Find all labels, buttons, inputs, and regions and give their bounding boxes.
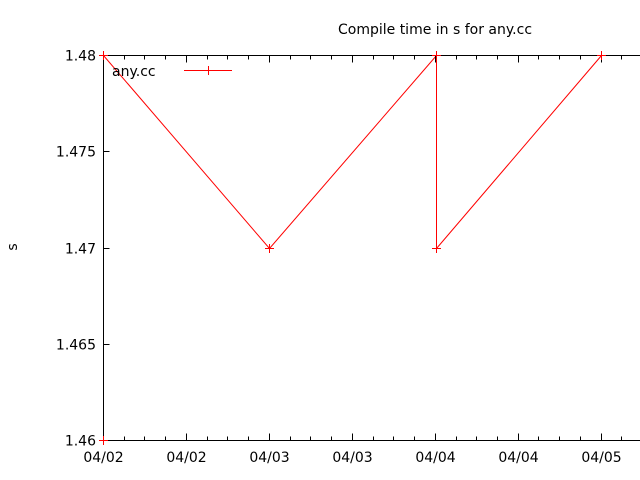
x-tick-label: 04/04 [498,450,538,466]
x-tick-label: 04/05 [581,450,621,466]
y-axis-label: s [5,243,21,250]
series-path [103,54,602,441]
y-axis-ticks [103,55,110,441]
chart-title: Compile time in s for any.cc [338,22,532,38]
data-point-markers [99,51,606,445]
x-tick-label: 04/03 [332,450,372,466]
y-tick-label: 1.47 [65,242,96,258]
plot-border [103,55,640,441]
legend: any.cc [112,64,232,80]
y-tick-label: 1.48 [65,49,96,65]
y-axis-tick-labels: 1.46 1.465 1.47 1.475 1.48 [56,49,96,450]
y-tick-label: 1.475 [56,145,96,161]
x-tick-label: 04/02 [83,450,123,466]
y-tick-label: 1.46 [65,434,96,450]
x-axis-tick-labels: 04/02 04/02 04/03 04/03 04/04 04/04 04/05 [83,450,621,466]
x-axis-ticks [103,55,622,441]
x-tick-label: 04/04 [415,450,455,466]
y-tick-label: 1.465 [56,338,96,354]
legend-line-sample [184,66,232,75]
x-tick-label: 04/03 [249,450,289,466]
series-line [103,54,602,441]
x-tick-label: 04/02 [166,450,206,466]
legend-label: any.cc [112,64,156,80]
